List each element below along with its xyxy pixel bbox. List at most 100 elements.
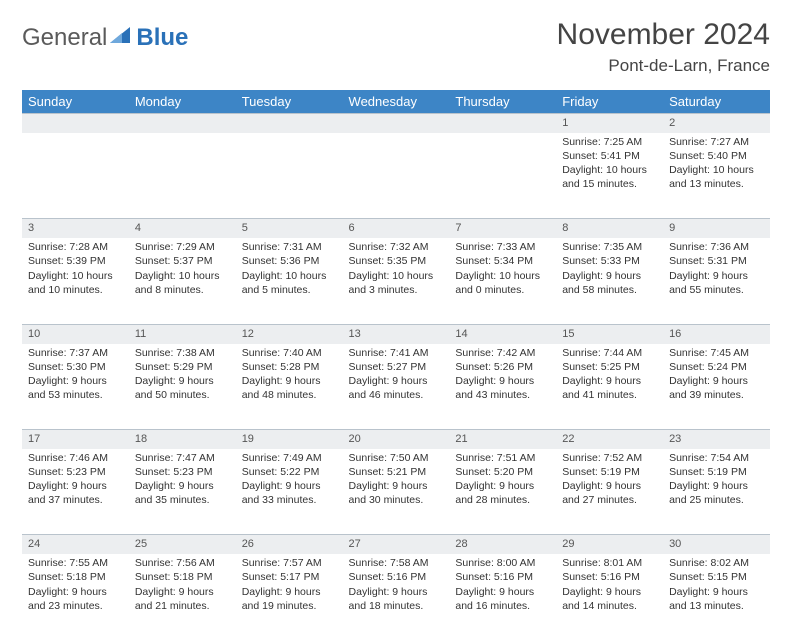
day-body-row: Sunrise: 7:25 AMSunset: 5:41 PMDaylight:…	[22, 133, 770, 219]
day-body-cell: Sunrise: 7:29 AMSunset: 5:37 PMDaylight:…	[129, 238, 236, 324]
day-body-cell: Sunrise: 7:50 AMSunset: 5:21 PMDaylight:…	[343, 449, 450, 535]
day-number-cell	[449, 114, 556, 133]
sunrise-line: Sunrise: 7:41 AM	[349, 346, 444, 360]
day-number-cell: 25	[129, 535, 236, 554]
calendar-body: 12Sunrise: 7:25 AMSunset: 5:41 PMDayligh…	[22, 114, 770, 640]
sunset-line: Sunset: 5:19 PM	[562, 465, 657, 479]
sunset-line: Sunset: 5:39 PM	[28, 254, 123, 268]
day-number-cell: 26	[236, 535, 343, 554]
day-number-cell: 5	[236, 219, 343, 238]
daylight-line: Daylight: 9 hours and 28 minutes.	[455, 479, 550, 507]
sunset-line: Sunset: 5:16 PM	[562, 570, 657, 584]
day-body-cell: Sunrise: 7:33 AMSunset: 5:34 PMDaylight:…	[449, 238, 556, 324]
day-body-cell: Sunrise: 7:45 AMSunset: 5:24 PMDaylight:…	[663, 344, 770, 430]
daylight-line: Daylight: 9 hours and 14 minutes.	[562, 585, 657, 613]
weekday-header: Sunday	[22, 90, 129, 114]
day-number-cell: 17	[22, 430, 129, 449]
day-number-cell: 28	[449, 535, 556, 554]
brand-logo: General Blue	[22, 18, 188, 52]
sunrise-line: Sunrise: 8:02 AM	[669, 556, 764, 570]
day-body-cell	[22, 133, 129, 219]
daylight-line: Daylight: 9 hours and 19 minutes.	[242, 585, 337, 613]
day-number-cell: 11	[129, 324, 236, 343]
brand-word-1: General	[22, 24, 107, 52]
sunset-line: Sunset: 5:16 PM	[455, 570, 550, 584]
daylight-line: Daylight: 9 hours and 43 minutes.	[455, 374, 550, 402]
daylight-line: Daylight: 10 hours and 5 minutes.	[242, 269, 337, 297]
day-number-cell: 9	[663, 219, 770, 238]
daylight-line: Daylight: 9 hours and 41 minutes.	[562, 374, 657, 402]
day-number-cell: 22	[556, 430, 663, 449]
sunset-line: Sunset: 5:19 PM	[669, 465, 764, 479]
sunset-line: Sunset: 5:36 PM	[242, 254, 337, 268]
daylight-line: Daylight: 9 hours and 23 minutes.	[28, 585, 123, 613]
day-body-cell	[449, 133, 556, 219]
sunrise-line: Sunrise: 7:27 AM	[669, 135, 764, 149]
day-body-cell: Sunrise: 7:42 AMSunset: 5:26 PMDaylight:…	[449, 344, 556, 430]
sunrise-line: Sunrise: 7:40 AM	[242, 346, 337, 360]
day-number-cell: 3	[22, 219, 129, 238]
daylight-line: Daylight: 9 hours and 46 minutes.	[349, 374, 444, 402]
day-body-cell	[343, 133, 450, 219]
sunset-line: Sunset: 5:27 PM	[349, 360, 444, 374]
day-body-row: Sunrise: 7:55 AMSunset: 5:18 PMDaylight:…	[22, 554, 770, 640]
day-number-cell: 27	[343, 535, 450, 554]
sunset-line: Sunset: 5:33 PM	[562, 254, 657, 268]
sunrise-line: Sunrise: 7:33 AM	[455, 240, 550, 254]
brand-word-2: Blue	[136, 24, 188, 52]
day-number-cell	[22, 114, 129, 133]
day-number-row: 24252627282930	[22, 535, 770, 554]
weekday-header: Saturday	[663, 90, 770, 114]
day-number-cell: 8	[556, 219, 663, 238]
sunrise-line: Sunrise: 7:29 AM	[135, 240, 230, 254]
sunrise-line: Sunrise: 7:58 AM	[349, 556, 444, 570]
sunset-line: Sunset: 5:28 PM	[242, 360, 337, 374]
daylight-line: Daylight: 9 hours and 53 minutes.	[28, 374, 123, 402]
sunrise-line: Sunrise: 7:28 AM	[28, 240, 123, 254]
sunrise-line: Sunrise: 7:55 AM	[28, 556, 123, 570]
day-body-cell: Sunrise: 7:31 AMSunset: 5:36 PMDaylight:…	[236, 238, 343, 324]
day-body-cell: Sunrise: 7:36 AMSunset: 5:31 PMDaylight:…	[663, 238, 770, 324]
day-body-cell: Sunrise: 8:01 AMSunset: 5:16 PMDaylight:…	[556, 554, 663, 640]
daylight-line: Daylight: 10 hours and 0 minutes.	[455, 269, 550, 297]
sunset-line: Sunset: 5:20 PM	[455, 465, 550, 479]
day-body-cell: Sunrise: 7:44 AMSunset: 5:25 PMDaylight:…	[556, 344, 663, 430]
weekday-header-row: SundayMondayTuesdayWednesdayThursdayFrid…	[22, 90, 770, 114]
day-number-cell: 7	[449, 219, 556, 238]
day-body-row: Sunrise: 7:46 AMSunset: 5:23 PMDaylight:…	[22, 449, 770, 535]
day-body-cell: Sunrise: 8:02 AMSunset: 5:15 PMDaylight:…	[663, 554, 770, 640]
sunset-line: Sunset: 5:16 PM	[349, 570, 444, 584]
weekday-header: Thursday	[449, 90, 556, 114]
sunset-line: Sunset: 5:30 PM	[28, 360, 123, 374]
day-number-cell: 19	[236, 430, 343, 449]
sunset-line: Sunset: 5:21 PM	[349, 465, 444, 479]
daylight-line: Daylight: 9 hours and 30 minutes.	[349, 479, 444, 507]
daylight-line: Daylight: 10 hours and 10 minutes.	[28, 269, 123, 297]
sunrise-line: Sunrise: 8:00 AM	[455, 556, 550, 570]
day-body-cell: Sunrise: 8:00 AMSunset: 5:16 PMDaylight:…	[449, 554, 556, 640]
day-number-cell: 30	[663, 535, 770, 554]
sunrise-line: Sunrise: 7:49 AM	[242, 451, 337, 465]
calendar-table: SundayMondayTuesdayWednesdayThursdayFrid…	[22, 90, 770, 640]
day-body-row: Sunrise: 7:37 AMSunset: 5:30 PMDaylight:…	[22, 344, 770, 430]
day-number-cell: 10	[22, 324, 129, 343]
day-body-cell: Sunrise: 7:41 AMSunset: 5:27 PMDaylight:…	[343, 344, 450, 430]
month-title: November 2024	[557, 18, 770, 52]
day-body-cell	[236, 133, 343, 219]
sunrise-line: Sunrise: 7:38 AM	[135, 346, 230, 360]
day-number-row: 12	[22, 114, 770, 133]
day-number-cell: 6	[343, 219, 450, 238]
sunrise-line: Sunrise: 7:45 AM	[669, 346, 764, 360]
day-number-row: 3456789	[22, 219, 770, 238]
sunset-line: Sunset: 5:17 PM	[242, 570, 337, 584]
sunset-line: Sunset: 5:25 PM	[562, 360, 657, 374]
sunset-line: Sunset: 5:15 PM	[669, 570, 764, 584]
day-body-cell: Sunrise: 7:57 AMSunset: 5:17 PMDaylight:…	[236, 554, 343, 640]
day-body-cell: Sunrise: 7:35 AMSunset: 5:33 PMDaylight:…	[556, 238, 663, 324]
day-body-cell: Sunrise: 7:55 AMSunset: 5:18 PMDaylight:…	[22, 554, 129, 640]
daylight-line: Daylight: 9 hours and 25 minutes.	[669, 479, 764, 507]
weekday-header: Friday	[556, 90, 663, 114]
day-body-cell: Sunrise: 7:46 AMSunset: 5:23 PMDaylight:…	[22, 449, 129, 535]
sunset-line: Sunset: 5:41 PM	[562, 149, 657, 163]
day-number-cell: 15	[556, 324, 663, 343]
